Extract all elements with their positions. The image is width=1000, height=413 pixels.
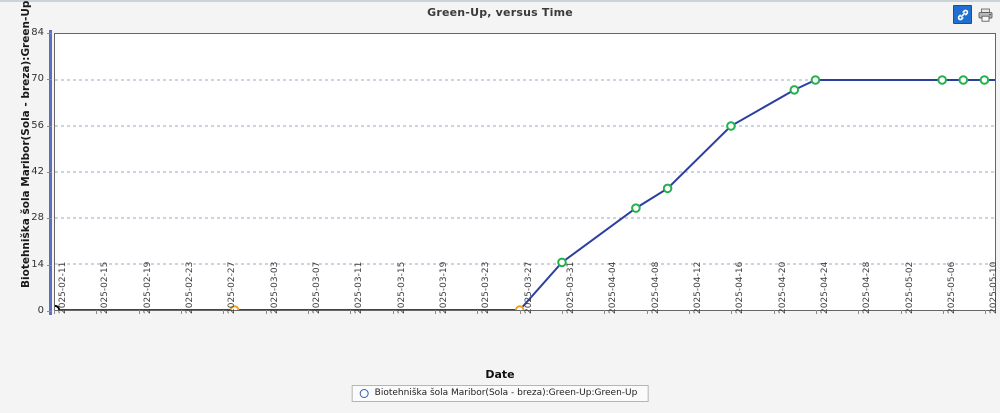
x-tick-label: 2025-04-04	[608, 261, 619, 314]
x-tick-label: 2025-02-15	[100, 261, 111, 314]
x-tick-label: 2025-02-23	[185, 261, 195, 314]
x-tick-mark	[96, 310, 98, 314]
y-tick-label: 70	[31, 73, 44, 85]
x-tick-mark	[181, 310, 182, 314]
y-tick-label: 56	[31, 119, 44, 131]
x-tick-mark	[519, 310, 521, 314]
y-tick-mark	[47, 172, 52, 173]
y-tick-mark	[47, 125, 52, 127]
x-tick-mark	[477, 310, 479, 314]
gridlines	[55, 34, 995, 310]
x-tick-label: 2025-04-12	[693, 261, 704, 314]
x-tick-mark	[858, 310, 860, 314]
x-tick-label: 2025-03-03	[269, 261, 280, 314]
x-axis-title: Date	[485, 368, 515, 381]
x-tick-label: 2025-05-10	[989, 261, 1000, 314]
x-tick-mark	[689, 310, 691, 314]
x-tick-mark	[816, 310, 818, 314]
x-tick-mark	[562, 310, 563, 314]
x-tick-mark	[350, 310, 352, 314]
y-tick-mark	[47, 218, 52, 220]
x-tick-mark	[604, 310, 606, 314]
x-tick-mark	[985, 310, 987, 314]
x-tick-label: 2025-04-08	[650, 261, 661, 314]
x-axis-ticks: 2025-02-11 2025-02-15 2025-02-19 2025-02-23…	[54, 262, 999, 370]
x-tick-label: 2025-05-06	[947, 261, 958, 314]
y-tick-label: 14	[31, 258, 44, 270]
x-tick-label: 2025-03-23	[481, 261, 492, 314]
x-tick-label: 2025-03-07	[312, 261, 323, 314]
y-tick-label: 0	[37, 305, 44, 316]
x-tick-label: 2025-05-02	[904, 261, 915, 314]
x-tick-label: 2025-04-16	[735, 261, 746, 314]
data-series	[55, 34, 995, 310]
x-tick-label: 2025-03-31	[566, 261, 577, 314]
y-tick-label: 28	[31, 212, 44, 224]
x-tick-mark	[138, 310, 140, 314]
y-tick-mark	[47, 79, 52, 81]
x-tick-mark	[943, 310, 945, 314]
legend-label: Biotehniška šola Maribor(Sola - breza):G…	[374, 388, 638, 398]
x-tick-mark	[392, 310, 394, 314]
legend[interactable]: Biotehniška šola Maribor(Sola - breza):G…	[351, 385, 649, 402]
y-tick-label: 42	[31, 166, 44, 177]
toolbar	[953, 5, 994, 24]
y-tick-label: 84	[31, 27, 44, 38]
legend-marker-icon	[359, 388, 369, 398]
x-tick-label: 2025-04-20	[777, 261, 788, 314]
x-tick-label: 2025-03-19	[439, 261, 450, 314]
y-tick-mark	[47, 311, 52, 312]
printer-icon[interactable]	[977, 6, 994, 23]
y-axis-title: Biotehniška šola Maribor(Sola - breza):G…	[20, 0, 32, 288]
x-tick-label: 2025-02-11	[58, 261, 68, 314]
x-tick-label: 2025-03-27	[523, 261, 534, 314]
x-tick-label: 2025-02-27	[227, 261, 238, 314]
x-tick-label: 2025-03-11	[354, 261, 365, 314]
x-tick-mark	[900, 310, 902, 314]
x-tick-label: 2025-02-19	[142, 261, 153, 314]
x-tick-mark	[731, 310, 733, 314]
x-tick-mark	[265, 310, 267, 314]
x-tick-mark	[54, 310, 55, 314]
x-tick-mark	[308, 310, 309, 314]
chart-header: Green-Up, versus Time	[0, 2, 1000, 24]
x-tick-label: 2025-03-15	[396, 261, 407, 314]
plot-area	[54, 33, 996, 311]
page-title: Green-Up, versus Time	[427, 6, 573, 19]
x-tick-label: 2025-04-24	[820, 261, 831, 314]
x-tick-mark	[435, 310, 436, 314]
x-tick-mark	[646, 310, 648, 314]
y-tick-mark	[47, 264, 52, 266]
y-tick-mark	[47, 33, 52, 34]
x-tick-label: 2025-04-28	[862, 261, 873, 314]
x-tick-mark	[773, 310, 775, 314]
link-icon[interactable]	[953, 5, 972, 24]
x-tick-mark	[223, 310, 225, 314]
